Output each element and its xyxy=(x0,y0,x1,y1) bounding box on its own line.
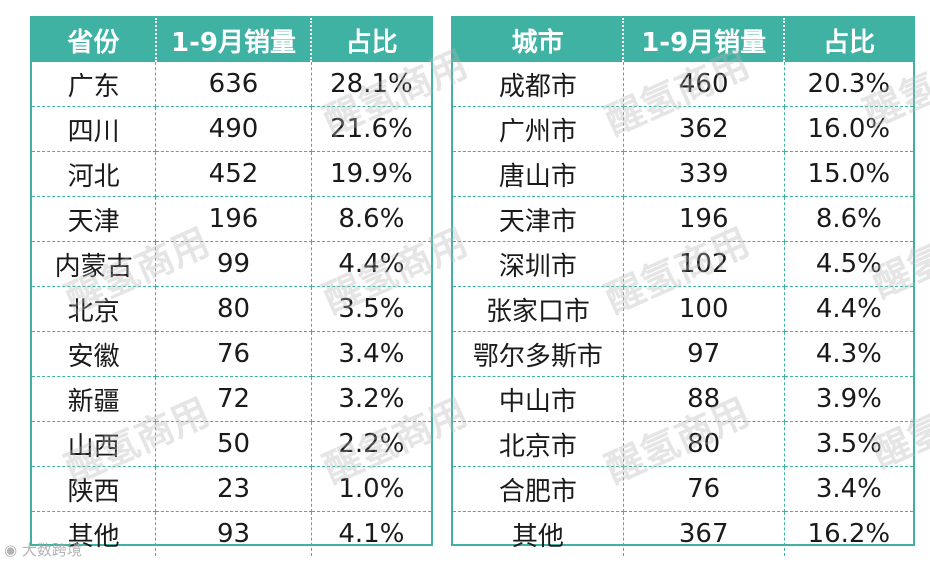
table-row: 成都市 460 20.3% xyxy=(453,62,913,107)
sales-cell: 490 xyxy=(155,106,312,152)
table-row: 深圳市 102 4.5% xyxy=(453,241,913,287)
share-cell: 8.6% xyxy=(311,196,431,242)
province-cell: 天津 xyxy=(32,196,157,242)
share-cell: 19.9% xyxy=(311,151,431,197)
share-cell: 3.4% xyxy=(784,466,913,512)
table-row: 鄂尔多斯市 97 4.3% xyxy=(453,331,913,377)
table-row: 北京市 80 3.5% xyxy=(453,421,913,467)
city-cell: 深圳市 xyxy=(453,241,624,287)
sales-cell: 76 xyxy=(623,466,785,512)
share-cell: 4.4% xyxy=(311,241,431,287)
column-header-share: 占比 xyxy=(311,18,431,62)
province-cell: 新疆 xyxy=(32,376,157,422)
sales-cell: 460 xyxy=(623,62,785,107)
province-sales-table: 省份 1-9月销量 占比 广东 636 28.1% 四川 490 21.6% 河北 452 19… xyxy=(30,16,433,556)
table-row: 四川 490 21.6% xyxy=(32,106,431,152)
province-cell: 内蒙古 xyxy=(32,241,157,287)
province-cell: 山西 xyxy=(32,421,157,467)
share-cell: 3.2% xyxy=(311,376,431,422)
share-cell: 21.6% xyxy=(311,106,431,152)
column-header-province: 省份 xyxy=(32,18,157,62)
sales-cell: 97 xyxy=(623,331,785,377)
column-header-sales: 1-9月销量 xyxy=(623,18,786,62)
province-cell: 广东 xyxy=(32,62,157,107)
province-cell: 陕西 xyxy=(32,466,157,512)
sales-cell: 93 xyxy=(155,511,312,556)
share-cell: 8.6% xyxy=(784,196,913,242)
sales-cell: 362 xyxy=(623,106,785,152)
sales-cell: 72 xyxy=(155,376,312,422)
sales-cell: 339 xyxy=(623,151,785,197)
share-cell: 20.3% xyxy=(784,62,913,107)
city-cell: 天津市 xyxy=(453,196,624,242)
share-cell: 3.5% xyxy=(784,421,913,467)
sales-cell: 196 xyxy=(623,196,785,242)
sales-cell: 76 xyxy=(155,331,312,377)
table-row: 合肥市 76 3.4% xyxy=(453,466,913,512)
province-cell: 四川 xyxy=(32,106,157,152)
sales-cell: 100 xyxy=(623,286,785,332)
share-cell: 3.4% xyxy=(311,331,431,377)
share-cell: 4.5% xyxy=(784,241,913,287)
share-cell: 16.0% xyxy=(784,106,913,152)
share-cell: 3.5% xyxy=(311,286,431,332)
table-row: 新疆 72 3.2% xyxy=(32,376,431,422)
sales-cell: 80 xyxy=(155,286,312,332)
table-row: 广州市 362 16.0% xyxy=(453,106,913,152)
table-header-row: 城市 1-9月销量 占比 xyxy=(453,18,913,62)
city-cell: 成都市 xyxy=(453,62,624,107)
sales-cell: 102 xyxy=(623,241,785,287)
city-sales-table: 城市 1-9月销量 占比 成都市 460 20.3% 广州市 362 16.0% 唐山市 33… xyxy=(451,16,915,556)
table-row: 天津市 196 8.6% xyxy=(453,196,913,242)
table-row: 张家口市 100 4.4% xyxy=(453,286,913,332)
column-header-city: 城市 xyxy=(453,18,625,62)
brand-watermark: ◉ 大数跨境 xyxy=(4,541,82,559)
column-header-share: 占比 xyxy=(784,18,913,62)
province-cell: 河北 xyxy=(32,151,157,197)
share-cell: 4.3% xyxy=(784,331,913,377)
share-cell: 28.1% xyxy=(311,62,431,107)
table-row: 陕西 23 1.0% xyxy=(32,466,431,512)
city-cell: 其他 xyxy=(453,511,624,556)
share-cell: 4.4% xyxy=(784,286,913,332)
table-row: 其他 93 4.1% xyxy=(32,511,431,556)
table-row: 其他 367 16.2% xyxy=(453,511,913,556)
city-cell: 合肥市 xyxy=(453,466,624,512)
city-cell: 张家口市 xyxy=(453,286,624,332)
table-row: 北京 80 3.5% xyxy=(32,286,431,332)
table-row: 河北 452 19.9% xyxy=(32,151,431,197)
city-cell: 中山市 xyxy=(453,376,624,422)
sales-cell: 80 xyxy=(623,421,785,467)
sales-cell: 50 xyxy=(155,421,312,467)
share-cell: 4.1% xyxy=(338,519,405,549)
table-row: 中山市 88 3.9% xyxy=(453,376,913,422)
share-cell: 1.0% xyxy=(311,466,431,512)
province-cell: 北京 xyxy=(32,286,157,332)
share-cell: 2.2% xyxy=(311,421,431,467)
share-cell: 16.2% xyxy=(807,519,891,549)
column-header-sales: 1-9月销量 xyxy=(155,18,313,62)
table-row: 广东 636 28.1% xyxy=(32,62,431,107)
table-row: 安徽 76 3.4% xyxy=(32,331,431,377)
city-cell: 唐山市 xyxy=(453,151,624,197)
sales-cell: 367 xyxy=(623,511,785,556)
share-cell: 3.9% xyxy=(784,376,913,422)
province-cell: 安徽 xyxy=(32,331,157,377)
city-cell: 广州市 xyxy=(453,106,624,152)
share-cell: 15.0% xyxy=(784,151,913,197)
table-header-row: 省份 1-9月销量 占比 xyxy=(32,18,431,62)
city-cell: 鄂尔多斯市 xyxy=(453,331,624,377)
city-cell: 北京市 xyxy=(453,421,624,467)
sales-cell: 23 xyxy=(155,466,312,512)
sales-cell: 452 xyxy=(155,151,312,197)
sales-cell: 99 xyxy=(155,241,312,287)
table-row: 天津 196 8.6% xyxy=(32,196,431,242)
table-row: 山西 50 2.2% xyxy=(32,421,431,467)
table-row: 内蒙古 99 4.4% xyxy=(32,241,431,287)
table-row: 唐山市 339 15.0% xyxy=(453,151,913,197)
province-cell: 其他 xyxy=(32,511,157,556)
sales-cell: 88 xyxy=(623,376,785,422)
sales-cell: 636 xyxy=(155,62,312,107)
sales-cell: 196 xyxy=(155,196,312,242)
